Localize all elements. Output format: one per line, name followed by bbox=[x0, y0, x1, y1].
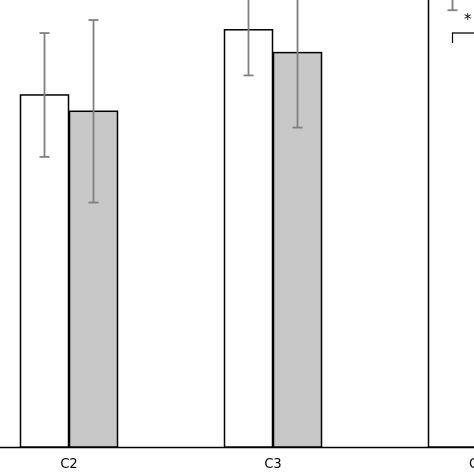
tick-label-c3: C3 bbox=[264, 457, 281, 472]
error-bar-c3-series-1 bbox=[243, 0, 254, 77]
bar-c4-series-1 bbox=[427, 0, 474, 448]
significance-asterisk: * bbox=[464, 10, 472, 28]
significance-bracket bbox=[451, 32, 474, 43]
error-bar-c3-series-2 bbox=[292, 0, 303, 129]
error-bar-c2-series-1 bbox=[39, 32, 50, 158]
error-bars-group bbox=[39, 0, 458, 204]
x-tick-labels: C2 C3 C bbox=[60, 457, 474, 472]
significance-marker: * bbox=[451, 10, 474, 43]
bar-c3-series-1 bbox=[223, 29, 274, 448]
tick-label-c2: C2 bbox=[60, 457, 77, 472]
bars-group bbox=[19, 0, 474, 448]
error-bar-c2-series-2 bbox=[88, 19, 99, 204]
tick-label-c4: C bbox=[469, 457, 474, 472]
error-bar-c4-series-1 bbox=[447, 0, 458, 12]
